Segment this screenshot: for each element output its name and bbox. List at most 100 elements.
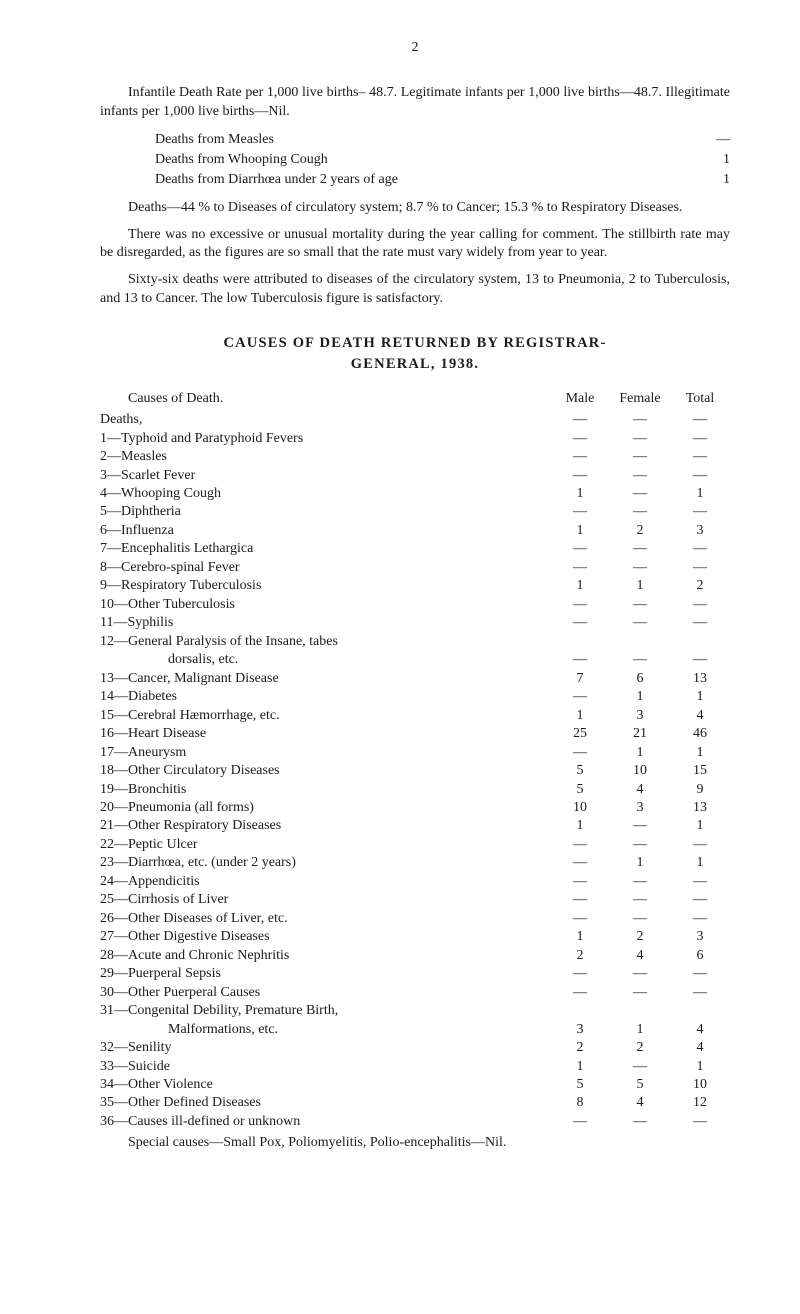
col-header-male: Male xyxy=(550,391,610,407)
cell-female: — xyxy=(610,891,670,909)
cell-female xyxy=(610,1002,670,1020)
cell-total: — xyxy=(670,596,730,614)
cell-male xyxy=(550,633,610,651)
cell-total: 1 xyxy=(670,854,730,872)
cell-total: 3 xyxy=(670,928,730,946)
deaths-label-row: Deaths, — — — xyxy=(100,411,730,429)
col-header-cause: Causes of Death. xyxy=(100,391,550,407)
table-row: 20—Pneumonia (all forms)10313 xyxy=(100,799,730,817)
cell-male: 1 xyxy=(550,1058,610,1076)
cell-total: 9 xyxy=(670,781,730,799)
cause-label: 6—Influenza xyxy=(100,522,550,540)
table-row: 35—Other Defined Diseases8412 xyxy=(100,1094,730,1112)
table-row: 6—Influenza123 xyxy=(100,522,730,540)
table-row: 12—General Paralysis of the Insane, tabe… xyxy=(100,633,730,651)
page-content: 2 Infantile Death Rate per 1,000 live bi… xyxy=(0,0,800,1211)
cell-male: — xyxy=(550,910,610,928)
cell-male: 5 xyxy=(550,1076,610,1094)
table-row: 32—Senility224 xyxy=(100,1039,730,1057)
table-row: 33—Suicide1—1 xyxy=(100,1058,730,1076)
table-row: 27—Other Digestive Diseases123 xyxy=(100,928,730,946)
cell-male: — xyxy=(550,688,610,706)
col-header-female: Female xyxy=(610,391,670,407)
cause-label: 12—General Paralysis of the Insane, tabe… xyxy=(100,633,550,651)
cell-total: — xyxy=(670,836,730,854)
cell-female: 21 xyxy=(610,725,670,743)
table-row: 16—Heart Disease252146 xyxy=(100,725,730,743)
cause-label: 36—Causes ill-defined or unknown xyxy=(100,1113,550,1131)
cell-male: — xyxy=(550,984,610,1002)
cause-label: 26—Other Diseases of Liver, etc. xyxy=(100,910,550,928)
cell-male: 7 xyxy=(550,670,610,688)
cell-female: — xyxy=(610,596,670,614)
cell-male: — xyxy=(550,540,610,558)
cause-label: 34—Other Violence xyxy=(100,1076,550,1094)
cell-male: 3 xyxy=(550,1021,610,1039)
cell-male: — xyxy=(550,651,610,669)
cause-label: 4—Whooping Cough xyxy=(100,485,550,503)
cell-male: — xyxy=(550,891,610,909)
cell-male: 10 xyxy=(550,799,610,817)
table-row: 8—Cerebro-spinal Fever——— xyxy=(100,559,730,577)
cell-total: — xyxy=(670,559,730,577)
cell-female: 2 xyxy=(610,928,670,946)
cell-female: — xyxy=(610,1113,670,1131)
table-row: 26—Other Diseases of Liver, etc.——— xyxy=(100,910,730,928)
section-title: CAUSES OF DEATH RETURNED BY REGISTRAR- xyxy=(100,335,730,352)
cell-total xyxy=(670,633,730,651)
cell-male: — xyxy=(550,503,610,521)
cell-total: 1 xyxy=(670,1058,730,1076)
intro-subrow-label: Deaths from Measles xyxy=(155,130,685,150)
cell-total: — xyxy=(670,965,730,983)
cell-female: 2 xyxy=(610,522,670,540)
table-footnote: Special causes—Small Pox, Poliomyelitis,… xyxy=(100,1135,730,1151)
table-row: Malformations, etc.314 xyxy=(100,1021,730,1039)
cause-label: 22—Peptic Ulcer xyxy=(100,836,550,854)
cell-male: 5 xyxy=(550,781,610,799)
cause-label: 25—Cirrhosis of Liver xyxy=(100,891,550,909)
cell-male: — xyxy=(550,614,610,632)
intro-subrow: Deaths from Whooping Cough1 xyxy=(155,150,730,170)
cell-female: — xyxy=(610,503,670,521)
intro-subrow-label: Deaths from Whooping Cough xyxy=(155,150,685,170)
cause-label: 1—Typhoid and Paratyphoid Fevers xyxy=(100,430,550,448)
cell-total: — xyxy=(670,1113,730,1131)
table-row: 4—Whooping Cough1—1 xyxy=(100,485,730,503)
cell-female xyxy=(610,633,670,651)
page-number: 2 xyxy=(100,40,730,56)
cell-total: 46 xyxy=(670,725,730,743)
cause-label: 21—Other Respiratory Diseases xyxy=(100,817,550,835)
cell-female: 1 xyxy=(610,688,670,706)
intro-sublist: Deaths from Measles—Deaths from Whooping… xyxy=(155,130,730,191)
table-row: 28—Acute and Chronic Nephritis246 xyxy=(100,947,730,965)
cause-label: 8—Cerebro-spinal Fever xyxy=(100,559,550,577)
cell-male: — xyxy=(550,873,610,891)
cell-total: 4 xyxy=(670,707,730,725)
cause-table-body: 1—Typhoid and Paratyphoid Fevers———2—Mea… xyxy=(100,430,730,1132)
cause-label: 27—Other Digestive Diseases xyxy=(100,928,550,946)
cell-female: — xyxy=(610,614,670,632)
intro-paragraph-3: There was no excessive or unusual mortal… xyxy=(100,226,730,264)
cell-total: — xyxy=(670,614,730,632)
cell-female: — xyxy=(610,1058,670,1076)
deaths-female: — xyxy=(610,411,670,429)
cell-total: — xyxy=(670,891,730,909)
cell-female: 2 xyxy=(610,1039,670,1057)
cell-total: 13 xyxy=(670,670,730,688)
cell-total: 10 xyxy=(670,1076,730,1094)
cell-male: — xyxy=(550,596,610,614)
table-row: 25—Cirrhosis of Liver——— xyxy=(100,891,730,909)
cell-total: 4 xyxy=(670,1021,730,1039)
table-row: 31—Congenital Debility, Premature Birth, xyxy=(100,1002,730,1020)
intro-subrow-label: Deaths from Diarrhœa under 2 years of ag… xyxy=(155,170,685,190)
cause-label: 30—Other Puerperal Causes xyxy=(100,984,550,1002)
cell-male: 1 xyxy=(550,817,610,835)
cell-male: 8 xyxy=(550,1094,610,1112)
cell-male: 2 xyxy=(550,947,610,965)
cell-total: 3 xyxy=(670,522,730,540)
cause-label: 17—Aneurysm xyxy=(100,744,550,762)
col-header-total: Total xyxy=(670,391,730,407)
intro-paragraph-1: Infantile Death Rate per 1,000 live birt… xyxy=(100,84,730,122)
cell-female: 1 xyxy=(610,854,670,872)
table-row: 34—Other Violence5510 xyxy=(100,1076,730,1094)
